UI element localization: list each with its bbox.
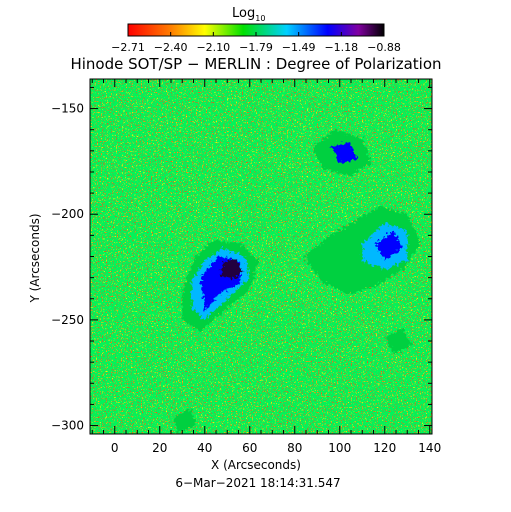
polarization-feature-upper-network bbox=[330, 142, 358, 164]
colorbar-tick-label: −0.88 bbox=[367, 41, 401, 54]
x-tick-label: 100 bbox=[328, 441, 351, 455]
y-tick-label: −200 bbox=[51, 207, 84, 221]
x-tick-label: 60 bbox=[242, 441, 257, 455]
colorbar-tick-label: −1.18 bbox=[324, 41, 358, 54]
polarization-heatmap bbox=[90, 79, 432, 434]
y-tick-label: −250 bbox=[51, 313, 84, 327]
polarization-feature-central-plage bbox=[220, 258, 243, 280]
x-axis-label: X (Arcseconds) bbox=[211, 458, 301, 472]
colorbar-tick-label: −1.49 bbox=[282, 41, 316, 54]
polarization-feature-central-plage bbox=[173, 408, 196, 432]
x-tick-label: 0 bbox=[111, 441, 119, 455]
timestamp: 6−Mar−2021 18:14:31.547 bbox=[175, 476, 340, 490]
y-tick-label: −150 bbox=[51, 102, 84, 116]
colorbar-tick-label: −2.40 bbox=[154, 41, 188, 54]
polarization-feature-eastern-network bbox=[375, 231, 403, 261]
colorbar-tick-label: −2.71 bbox=[111, 41, 145, 54]
colorbar-ticks: −2.71 −2.40 −2.10 −1.79 −1.49 −1.18 −0.88 bbox=[111, 32, 401, 54]
colorbar-label: Log10 bbox=[232, 6, 265, 23]
y-tick-label: −300 bbox=[51, 419, 84, 433]
polarization-feature-eastern-network bbox=[384, 328, 412, 354]
x-tick-label: 20 bbox=[152, 441, 167, 455]
x-tick-label: 40 bbox=[197, 441, 212, 455]
y-axis-label: Y (Arcseconds) bbox=[28, 213, 42, 303]
chart-title: Hinode SOT/SP − MERLIN : Degree of Polar… bbox=[70, 55, 441, 73]
x-tick-label: 80 bbox=[287, 441, 302, 455]
x-tick-label: 120 bbox=[373, 441, 396, 455]
colorbar-tick-label: −1.79 bbox=[239, 41, 273, 54]
x-tick-label: 140 bbox=[418, 441, 441, 455]
colorbar-tick-label: −2.10 bbox=[196, 41, 230, 54]
axes: 0 20 40 60 80 100 120 140 −150 −200 −250 −300 bbox=[51, 78, 441, 455]
